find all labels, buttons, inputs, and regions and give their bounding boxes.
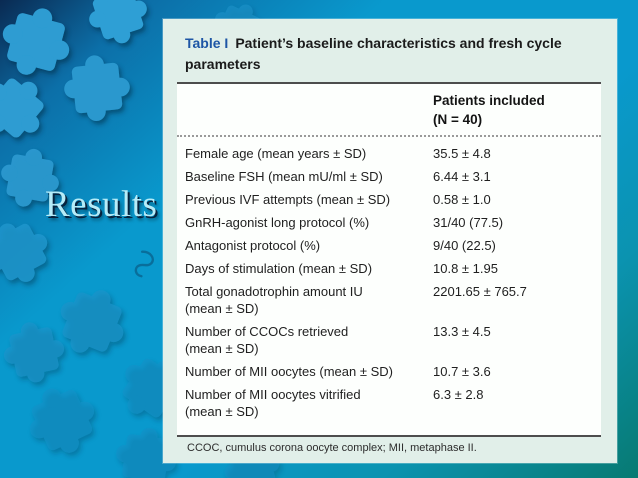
table-row: Days of stimulation (mean ± SD) 10.8 ± 1… xyxy=(177,257,601,280)
table-row: GnRH-agonist long protocol (%) 31/40 (77… xyxy=(177,211,601,234)
table-caption-label: Table I xyxy=(185,35,229,51)
row-label: Number of CCOCs retrieved xyxy=(185,324,349,339)
row-value: 13.3 ± 4.5 xyxy=(433,324,491,339)
row-label: Antagonist protocol (%) xyxy=(185,238,321,253)
table-panel: Patients included (N = 40) Female age (m… xyxy=(177,82,601,437)
table-row: Number of MII oocytes vitrified (mean ± … xyxy=(177,383,601,423)
table-row: Previous IVF attempts (mean ± SD) 0.58 ±… xyxy=(177,188,601,211)
table-row: Female age (mean years ± SD) 35.5 ± 4.8 xyxy=(177,142,601,165)
row-label: Total gonadotrophin amount IU xyxy=(185,284,363,299)
row-label: Female age (mean years ± SD) xyxy=(185,146,367,161)
table-caption-text: Patient’s baseline characteristics and f… xyxy=(185,35,562,72)
table-caption: Table I Patient’s baseline characteristic… xyxy=(177,33,563,75)
row-label: Previous IVF attempts (mean ± SD) xyxy=(185,192,391,207)
header-patients-line1: Patients included xyxy=(433,93,545,108)
row-label-cell: Previous IVF attempts (mean ± SD) xyxy=(177,191,433,208)
row-value: 6.3 ± 2.8 xyxy=(433,387,484,402)
row-label-cell: Female age (mean years ± SD) xyxy=(177,145,433,162)
row-label: GnRH-agonist long protocol (%) xyxy=(185,215,370,230)
header-cell-empty xyxy=(177,91,433,129)
row-label: Baseline FSH (mean mU/ml ± SD) xyxy=(185,169,383,184)
row-value: 0.58 ± 1.0 xyxy=(433,192,491,207)
row-label-cell: Total gonadotrophin amount IU (mean ± SD… xyxy=(177,283,433,317)
table-body: Female age (mean years ± SD) 35.5 ± 4.8 … xyxy=(177,137,601,435)
results-table-figure: Table I Patient’s baseline characteristic… xyxy=(163,19,617,463)
row-label-cell: Antagonist protocol (%) xyxy=(177,237,433,254)
row-value: 9/40 (22.5) xyxy=(433,238,496,253)
row-label-cell: Number of MII oocytes vitrified (mean ± … xyxy=(177,386,433,420)
row-value: 6.44 ± 3.1 xyxy=(433,169,491,184)
row-value: 35.5 ± 4.8 xyxy=(433,146,491,161)
table-row: Number of CCOCs retrieved (mean ± SD) 13… xyxy=(177,320,601,360)
row-label-cell: Baseline FSH (mean mU/ml ± SD) xyxy=(177,168,433,185)
row-sublabel: (mean ± SD) xyxy=(185,341,259,356)
table-header-row: Patients included (N = 40) xyxy=(177,84,601,137)
row-sublabel: (mean ± SD) xyxy=(185,301,259,316)
row-label-cell: Number of CCOCs retrieved (mean ± SD) xyxy=(177,323,433,357)
table-row: Total gonadotrophin amount IU (mean ± SD… xyxy=(177,280,601,320)
table-row: Number of MII oocytes (mean ± SD) 10.7 ±… xyxy=(177,360,601,383)
row-value: 2201.65 ± 765.7 xyxy=(433,284,527,299)
row-label: Number of MII oocytes (mean ± SD) xyxy=(185,364,393,379)
header-cell-patients: Patients included (N = 40) xyxy=(433,91,601,129)
row-sublabel: (mean ± SD) xyxy=(185,404,259,419)
row-value: 10.7 ± 3.6 xyxy=(433,364,491,379)
header-patients-line2: (N = 40) xyxy=(433,112,483,127)
row-label-cell: Days of stimulation (mean ± SD) xyxy=(177,260,433,277)
row-label: Number of MII oocytes vitrified xyxy=(185,387,361,402)
table-footnote: CCOC, cumulus corona oocyte complex; MII… xyxy=(187,442,477,454)
row-label: Days of stimulation (mean ± SD) xyxy=(185,261,373,276)
slide-title: Results xyxy=(45,184,158,225)
table-row: Baseline FSH (mean mU/ml ± SD) 6.44 ± 3.… xyxy=(177,165,601,188)
row-value: 10.8 ± 1.95 xyxy=(433,261,498,276)
row-label-cell: GnRH-agonist long protocol (%) xyxy=(177,214,433,231)
table-row: Antagonist protocol (%) 9/40 (22.5) xyxy=(177,234,601,257)
row-label-cell: Number of MII oocytes (mean ± SD) xyxy=(177,363,433,380)
row-value: 31/40 (77.5) xyxy=(433,215,504,230)
